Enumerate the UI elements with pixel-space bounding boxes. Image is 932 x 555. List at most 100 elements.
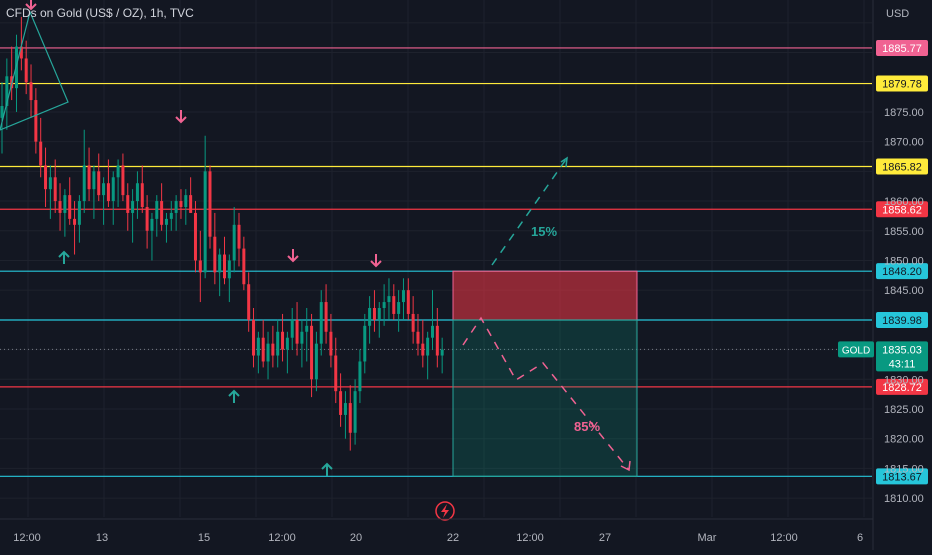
level-price-label: 1885.77: [882, 43, 922, 55]
candle-body: [169, 212, 173, 219]
candle-body: [421, 343, 425, 356]
time-tick: 15: [198, 532, 210, 544]
bullish-projection-path: [491, 157, 568, 266]
current-price-badge: [876, 341, 928, 372]
candle-body: [397, 302, 401, 314]
price-tick: 1855.00: [884, 226, 924, 238]
candlestick-series: [0, 16, 444, 451]
candle-body: [92, 171, 96, 190]
time-tick: 12:00: [516, 532, 544, 544]
candle-body: [198, 260, 202, 273]
arrow-down-icon: [25, 0, 37, 11]
candle-body: [242, 248, 246, 285]
level-price-label: 1828.72: [882, 382, 922, 394]
candle-body: [140, 183, 144, 207]
symbol-badge: [838, 341, 874, 358]
candle-body: [416, 331, 420, 344]
candle-body: [247, 284, 251, 320]
candle-body: [334, 355, 338, 392]
horizontal-levels: [0, 47, 872, 477]
candle-body: [401, 290, 405, 303]
candle-body: [339, 391, 343, 415]
level-price-badge: [876, 158, 928, 175]
candle-body: [276, 331, 280, 356]
time-tick: 27: [599, 532, 611, 544]
candle-body: [73, 218, 77, 225]
lightning-icon[interactable]: [435, 501, 455, 521]
candle-body: [155, 201, 159, 219]
projection-arrowhead: [620, 460, 631, 472]
candle-body: [324, 302, 328, 332]
price-tick: 1845.00: [884, 285, 924, 297]
level-price-label: 1879.78: [882, 79, 922, 91]
time-tick: Mar: [698, 532, 717, 544]
level-price-badge: [876, 263, 928, 280]
candle-body: [406, 290, 410, 314]
candle-body: [223, 254, 226, 279]
scenario-up-label: 15%: [531, 224, 557, 239]
time-tick: 6: [857, 532, 863, 544]
currency-label: USD: [886, 8, 909, 20]
candle-body: [237, 224, 241, 249]
candle-body: [305, 325, 309, 332]
price-tick: 1810.00: [884, 493, 924, 505]
price-tick: 1870.00: [884, 137, 924, 149]
stop-loss-zone: [452, 270, 638, 321]
candle-body: [68, 195, 72, 219]
candle-body: [160, 201, 164, 225]
candle-body: [261, 337, 265, 362]
symbol-label: GOLD: [842, 345, 870, 356]
candle-body: [440, 349, 444, 356]
level-price-label: 1839.98: [882, 315, 922, 327]
time-tick: 12:00: [268, 532, 296, 544]
candle-body: [430, 325, 434, 338]
candle-body: [271, 343, 275, 356]
level-price-label: 1865.82: [882, 161, 922, 173]
price-tick: 1850.00: [884, 255, 924, 267]
price-tick: 1820.00: [884, 434, 924, 446]
candle-body: [121, 165, 125, 196]
candle-body: [252, 319, 256, 356]
level-price-label: 1858.62: [882, 204, 922, 216]
candle-body: [353, 391, 357, 433]
candle-body: [358, 361, 362, 392]
level-price-badge: [876, 312, 928, 329]
chart-title: CFDs on Gold (US$ / OZ), 1h, TVC: [6, 6, 194, 20]
price-tick: 1860.00: [884, 196, 924, 208]
candle-body: [281, 331, 285, 350]
candle-body: [387, 296, 391, 303]
candle-body: [77, 201, 81, 225]
candle-body: [310, 325, 314, 380]
candle-body: [97, 171, 101, 196]
candle-body: [227, 260, 231, 279]
candle-body: [319, 302, 323, 344]
level-price-label: 1813.67: [882, 471, 922, 483]
candle-body: [24, 58, 28, 83]
level-price-badge: [876, 75, 928, 92]
level-price-label: 1848.20: [882, 266, 922, 278]
candle-body: [150, 218, 154, 231]
candle-body: [329, 331, 333, 356]
candle-body: [377, 308, 381, 320]
time-tick: 22: [447, 532, 459, 544]
candle-body: [189, 195, 193, 213]
time-tick: 12:00: [770, 532, 798, 544]
bearish-projection-path: [462, 316, 630, 471]
candle-body: [111, 177, 115, 202]
candle-body: [5, 76, 9, 106]
price-tick: 1815.00: [884, 463, 924, 475]
candle-body: [213, 236, 217, 273]
candle-body: [106, 183, 110, 202]
level-price-badge: [876, 201, 928, 218]
arrow-down-icon: [287, 249, 299, 263]
candle-body: [34, 100, 38, 142]
time-tick: 20: [350, 532, 362, 544]
candle-body: [116, 165, 120, 178]
price-tick: 1825.00: [884, 404, 924, 416]
candle-body: [426, 337, 430, 356]
candle-body: [208, 171, 212, 237]
bar-countdown: 43:11: [889, 358, 916, 370]
triangle-drawing: [0, 10, 69, 131]
